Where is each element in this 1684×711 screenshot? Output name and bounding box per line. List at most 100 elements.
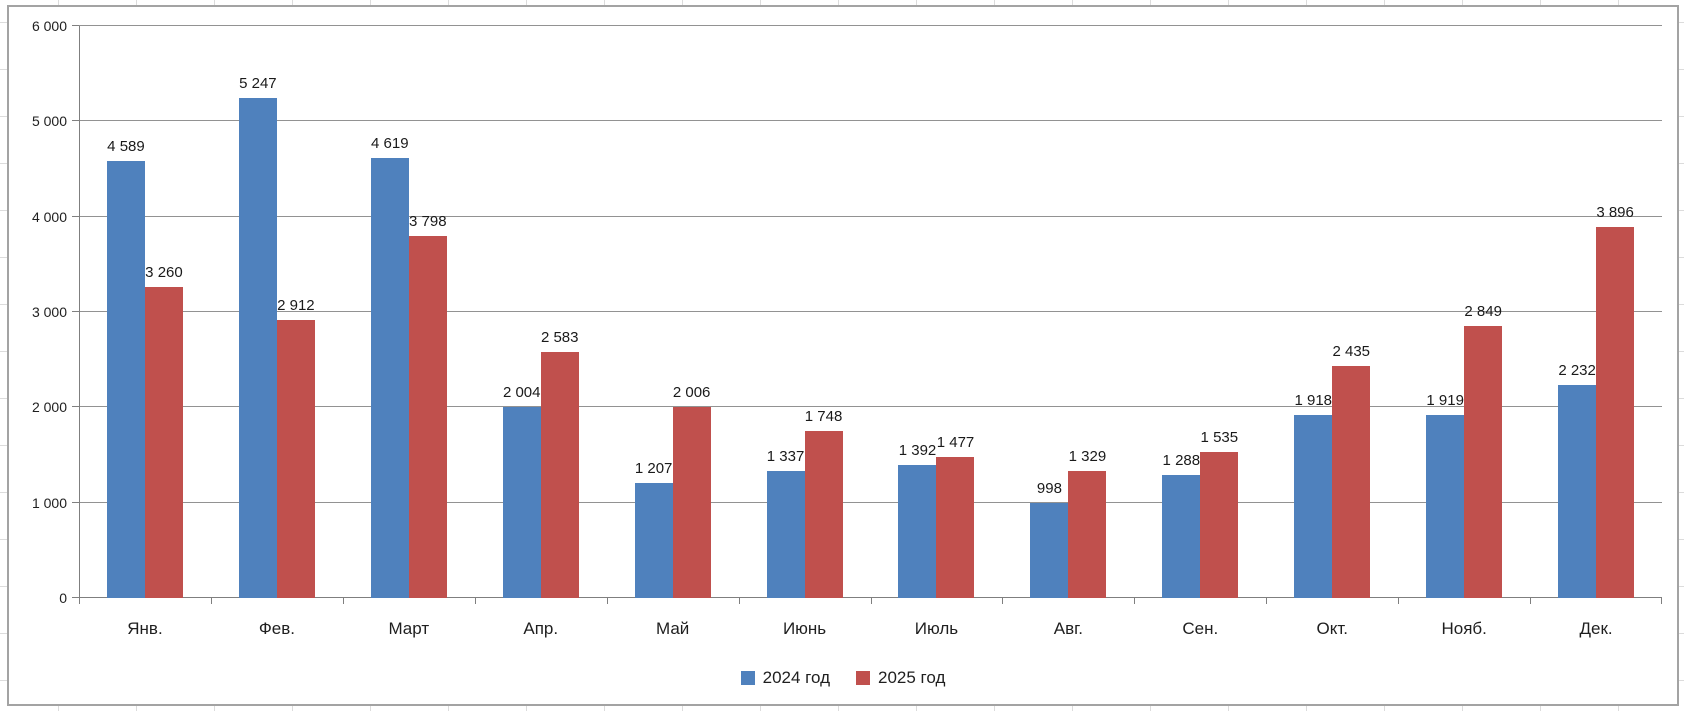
bar-2024-3[interactable]: 4 619 bbox=[370, 135, 409, 598]
bar-value-label: 1 329 bbox=[1068, 448, 1107, 466]
bar-value-label: 2 849 bbox=[1464, 303, 1502, 321]
bar-2025-1[interactable]: 3 260 bbox=[144, 264, 183, 598]
y-axis-tick bbox=[72, 215, 79, 217]
bar-value-label: 1 337 bbox=[766, 447, 805, 465]
gridline bbox=[79, 25, 1662, 26]
y-axis-tick bbox=[72, 501, 79, 503]
bar-2025-11[interactable]: 2 849 bbox=[1464, 303, 1503, 598]
x-axis-label-1: Янв. bbox=[127, 619, 163, 638]
x-axis-tick bbox=[1530, 598, 1531, 604]
bar-2024-9[interactable]: 1 288 bbox=[1162, 452, 1201, 598]
x-axis-tick bbox=[211, 598, 212, 604]
bar-value-label: 1 918 bbox=[1294, 392, 1333, 410]
bar-2024-11[interactable]: 1 919 bbox=[1426, 392, 1465, 598]
category-group: 1 919 2 849 bbox=[1398, 26, 1530, 598]
category-group: 2 004 2 583 bbox=[475, 26, 607, 598]
bar-2025-5[interactable]: 2 006 bbox=[672, 384, 711, 598]
bar-value-label: 1 288 bbox=[1162, 452, 1201, 470]
gridline bbox=[79, 120, 1662, 122]
x-axis-label-12: Дек. bbox=[1579, 619, 1613, 638]
bar-2025-12[interactable]: 3 896 bbox=[1596, 204, 1635, 598]
gridline bbox=[79, 311, 1662, 312]
x-axis-label-5: Май bbox=[655, 619, 690, 638]
category-group: 1 337 1 748 bbox=[739, 26, 871, 598]
y-axis-label: 3 000 bbox=[31, 304, 67, 320]
category-group: 1 207 2 006 bbox=[607, 26, 739, 598]
legend-item-2024[interactable]: 2024 год bbox=[740, 668, 830, 688]
bar-value-label: 4 619 bbox=[371, 134, 409, 152]
bar-2024-12[interactable]: 2 232 bbox=[1558, 362, 1597, 598]
x-axis-label-6: Июнь bbox=[782, 619, 827, 638]
bar-2025-7[interactable]: 1 477 bbox=[936, 434, 975, 598]
x-axis-label-9: Сен. bbox=[1182, 619, 1219, 638]
legend-swatch-2025 bbox=[856, 671, 870, 685]
bar-chart[interactable]: 0 1 000 2 000 3 000 4 000 5 000 6 000 4 589 3 2… bbox=[7, 5, 1679, 706]
bar-2025-4[interactable]: 2 583 bbox=[540, 329, 579, 598]
y-axis-tick bbox=[72, 406, 79, 408]
category-group: 1 918 2 435 bbox=[1266, 26, 1398, 598]
bar-value-label: 2 004 bbox=[502, 383, 541, 401]
bar-2024-4[interactable]: 2 004 bbox=[502, 384, 541, 598]
bar-2025-8[interactable]: 1 329 bbox=[1068, 448, 1107, 598]
bar-value-label: 998 bbox=[1036, 479, 1062, 497]
y-axis-label: 2 000 bbox=[31, 399, 67, 416]
x-axis-tick bbox=[1398, 598, 1399, 604]
category-group: 1 288 1 535 bbox=[1134, 26, 1266, 598]
x-axis-tick bbox=[1266, 598, 1267, 604]
x-axis-tick bbox=[739, 598, 740, 604]
x-axis-line bbox=[79, 597, 1662, 598]
bar-2024-6[interactable]: 1 337 bbox=[766, 448, 805, 598]
bar-value-label: 1 392 bbox=[898, 442, 937, 460]
bar-value-label: 2 912 bbox=[277, 297, 315, 315]
x-axis-label-3: Март bbox=[388, 619, 430, 638]
x-axis-label-2: Фев. bbox=[258, 619, 295, 638]
legend-item-2025[interactable]: 2025 год bbox=[856, 668, 945, 688]
plot-area: 4 589 3 260 5 247 2 912 4 619 3 798 2 004 2 583… bbox=[72, 25, 1662, 604]
y-axis-tick bbox=[72, 311, 79, 312]
x-axis-tick bbox=[607, 598, 608, 604]
x-axis-tick bbox=[1661, 598, 1662, 604]
y-axis-label: 4 000 bbox=[31, 208, 67, 225]
bar-2025-2[interactable]: 2 912 bbox=[276, 297, 315, 598]
bar-2024-8[interactable]: 998 bbox=[1030, 480, 1069, 598]
legend-swatch-2024 bbox=[740, 671, 755, 685]
x-axis-tick bbox=[871, 598, 872, 604]
bar-2025-9[interactable]: 1 535 bbox=[1200, 429, 1239, 598]
bar-2024-1[interactable]: 4 589 bbox=[106, 138, 145, 598]
x-axis-labels: Янв. Фев. Март Апр. Май Июнь Июль Авг. Сен. Окт. Н… bbox=[79, 617, 1662, 641]
y-axis-labels: 0 1 000 2 000 3 000 4 000 5 000 6 000 bbox=[9, 18, 67, 606]
bar-2024-2[interactable]: 5 247 bbox=[238, 75, 277, 598]
gridline bbox=[79, 501, 1662, 503]
gridline bbox=[79, 215, 1662, 217]
bar-value-label: 1 477 bbox=[936, 434, 975, 452]
bar-2025-3[interactable]: 3 798 bbox=[408, 213, 447, 598]
x-axis-tick bbox=[343, 598, 344, 604]
bar-value-label: 3 896 bbox=[1596, 203, 1634, 221]
y-axis-label: 1 000 bbox=[31, 494, 67, 511]
category-group: 4 619 3 798 bbox=[343, 26, 475, 598]
x-axis-tick bbox=[475, 598, 476, 604]
bar-value-label: 3 260 bbox=[145, 264, 183, 282]
x-axis-tick bbox=[79, 598, 80, 604]
category-group: 4 589 3 260 bbox=[79, 26, 211, 598]
category-group: 1 392 1 477 bbox=[871, 26, 1003, 598]
bar-2024-10[interactable]: 1 918 bbox=[1294, 392, 1333, 598]
x-axis-label-8: Авг. bbox=[1053, 619, 1084, 638]
bar-value-label: 1 919 bbox=[1426, 392, 1464, 410]
x-axis-tick bbox=[1002, 598, 1003, 604]
bar-2024-7[interactable]: 1 392 bbox=[898, 442, 937, 598]
legend-label-2024: 2024 год bbox=[762, 668, 830, 687]
bar-2025-10[interactable]: 2 435 bbox=[1332, 343, 1371, 598]
y-axis-tick bbox=[72, 120, 79, 122]
bar-2025-6[interactable]: 1 748 bbox=[804, 408, 843, 598]
y-axis-label: 0 bbox=[59, 590, 67, 606]
bar-2024-5[interactable]: 1 207 bbox=[634, 460, 673, 598]
bar-value-label: 2 006 bbox=[672, 383, 711, 401]
bar-groups: 4 589 3 260 5 247 2 912 4 619 3 798 2 004 2 583… bbox=[79, 26, 1662, 598]
y-axis-tick bbox=[72, 597, 79, 598]
legend-label-2025: 2025 год bbox=[878, 668, 946, 687]
category-group: 5 247 2 912 bbox=[211, 26, 343, 598]
legend: 2024 год 2025 год bbox=[9, 665, 1677, 691]
bar-value-label: 4 589 bbox=[107, 137, 145, 155]
